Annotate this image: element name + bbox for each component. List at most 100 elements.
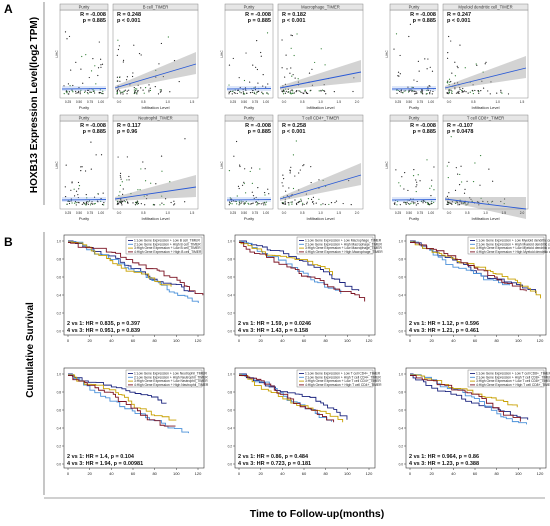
km-xtick-label: 20 <box>258 338 263 343</box>
purity-point <box>266 32 269 34</box>
km-ytick-label: 0.2 <box>399 312 404 316</box>
km-legend-entry: 2:Low Gene Expression + High B cell_TIME… <box>134 242 201 246</box>
infiltration-point <box>451 201 453 203</box>
km-xtick-label: 40 <box>280 471 285 476</box>
km-ytick-label: 1.0 <box>228 373 233 377</box>
infiltration-point <box>482 71 484 73</box>
purity-point <box>416 80 418 83</box>
infiltration-point <box>126 156 128 158</box>
purity-fit-line <box>391 88 437 90</box>
infiltration-point <box>140 203 142 205</box>
infiltration-point <box>470 198 472 200</box>
infiltration-point <box>482 200 484 203</box>
infiltration-point <box>138 52 141 55</box>
km-ytick-label: 0.8 <box>228 391 233 395</box>
infiltration-tick-label: 1.0 <box>483 211 488 215</box>
km-curve <box>239 375 335 423</box>
purity-point <box>63 93 65 95</box>
purity-point <box>94 65 96 67</box>
km-xtick-label: 40 <box>280 338 285 343</box>
infiltration-point <box>310 89 312 91</box>
km-legend-entry: 3:High Gene Expression + Low B cell_TIME… <box>134 246 201 250</box>
purity-point <box>67 200 69 202</box>
purity-point <box>251 91 253 94</box>
infiltration-point <box>500 89 502 91</box>
purity-point <box>232 57 234 60</box>
infiltration-point <box>144 180 147 182</box>
infiltration-point <box>122 59 125 61</box>
infiltration-point <box>126 199 128 201</box>
infiltration-point <box>458 183 461 186</box>
panel-b-x-label: Time to Follow-up(months) <box>250 508 385 520</box>
purity-point <box>400 89 402 91</box>
km-stat-line-2: 4 vs 3: HR = 1.23, p = 0.388 <box>409 461 479 467</box>
purity-point <box>427 58 429 60</box>
infiltration-plot-frame <box>277 9 364 99</box>
infiltration-r-value: R = -0.107 <box>447 123 473 129</box>
purity-point <box>397 89 399 92</box>
infiltration-point <box>146 194 148 197</box>
infiltration-point <box>134 204 137 206</box>
purity-point <box>89 91 91 93</box>
infiltration-point <box>289 172 291 174</box>
infiltration-point <box>301 204 304 206</box>
purity-point <box>245 192 247 194</box>
purity-point <box>429 187 431 189</box>
infiltration-point <box>116 203 118 206</box>
purity-p-value: p = 0.885 <box>248 129 271 135</box>
km-ytick-label: 0.6 <box>57 409 62 413</box>
purity-point <box>93 92 96 94</box>
purity-point <box>101 92 103 95</box>
purity-tick-label: 1.00 <box>263 100 269 104</box>
purity-point <box>87 89 90 91</box>
infiltration-point <box>325 93 327 95</box>
purity-point <box>239 86 241 89</box>
purity-point <box>414 93 416 95</box>
infiltration-point <box>446 195 449 197</box>
purity-point <box>403 188 405 190</box>
purity-point <box>240 200 242 202</box>
purity-point <box>80 169 82 172</box>
infiltration-point <box>469 91 471 93</box>
infiltration-point <box>314 61 316 64</box>
infiltration-point <box>137 84 139 86</box>
km-stat-line-2: 4 vs 3: HR = 0.723, p = 0.181 <box>238 461 311 467</box>
km-xtick-label: 80 <box>494 471 499 476</box>
purity-point <box>405 203 407 205</box>
purity-point <box>260 55 262 57</box>
purity-xaxis-label: Purity <box>79 216 89 221</box>
purity-point <box>100 66 102 68</box>
infiltration-point <box>303 92 305 95</box>
infiltration-point <box>178 80 180 83</box>
km-legend-entry: 2:Low Gene Expression + High T cell CD8+… <box>476 375 550 379</box>
purity-point <box>262 92 264 95</box>
infiltration-tick-label: 1.0 <box>318 100 323 104</box>
km-curve <box>239 373 348 420</box>
infiltration-point <box>501 92 503 94</box>
purity-point <box>93 203 96 205</box>
purity-point <box>397 71 400 73</box>
km-legend-entry: 2:Low Gene Expression + High T cell CD4+… <box>305 375 381 379</box>
infiltration-point <box>120 199 122 201</box>
infiltration-point <box>284 203 287 205</box>
km-xtick-label: 100 <box>515 338 522 343</box>
purity-strip <box>389 114 439 122</box>
purity-point <box>253 197 255 199</box>
infiltration-point <box>306 92 308 95</box>
infiltration-point <box>303 164 305 166</box>
infiltration-point <box>290 92 292 94</box>
purity-tick-label: 1.00 <box>428 100 434 104</box>
infiltration-point <box>120 200 122 202</box>
infiltration-point <box>294 77 296 79</box>
infiltration-point <box>291 203 293 205</box>
infiltration-point <box>137 189 139 191</box>
infiltration-point <box>133 89 135 91</box>
infiltration-point <box>136 203 138 205</box>
infiltration-point <box>463 192 466 194</box>
km-xtick-label: 80 <box>152 338 157 343</box>
infiltration-point <box>173 200 175 202</box>
purity-point <box>69 200 71 203</box>
infiltration-point <box>290 201 292 203</box>
infiltration-tick-label: 0.0 <box>282 211 287 215</box>
infiltration-point <box>448 192 450 194</box>
